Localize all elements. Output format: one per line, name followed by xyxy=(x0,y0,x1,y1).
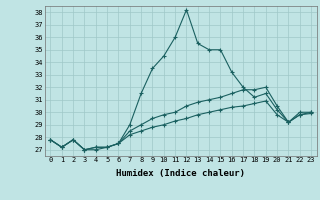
X-axis label: Humidex (Indice chaleur): Humidex (Indice chaleur) xyxy=(116,169,245,178)
